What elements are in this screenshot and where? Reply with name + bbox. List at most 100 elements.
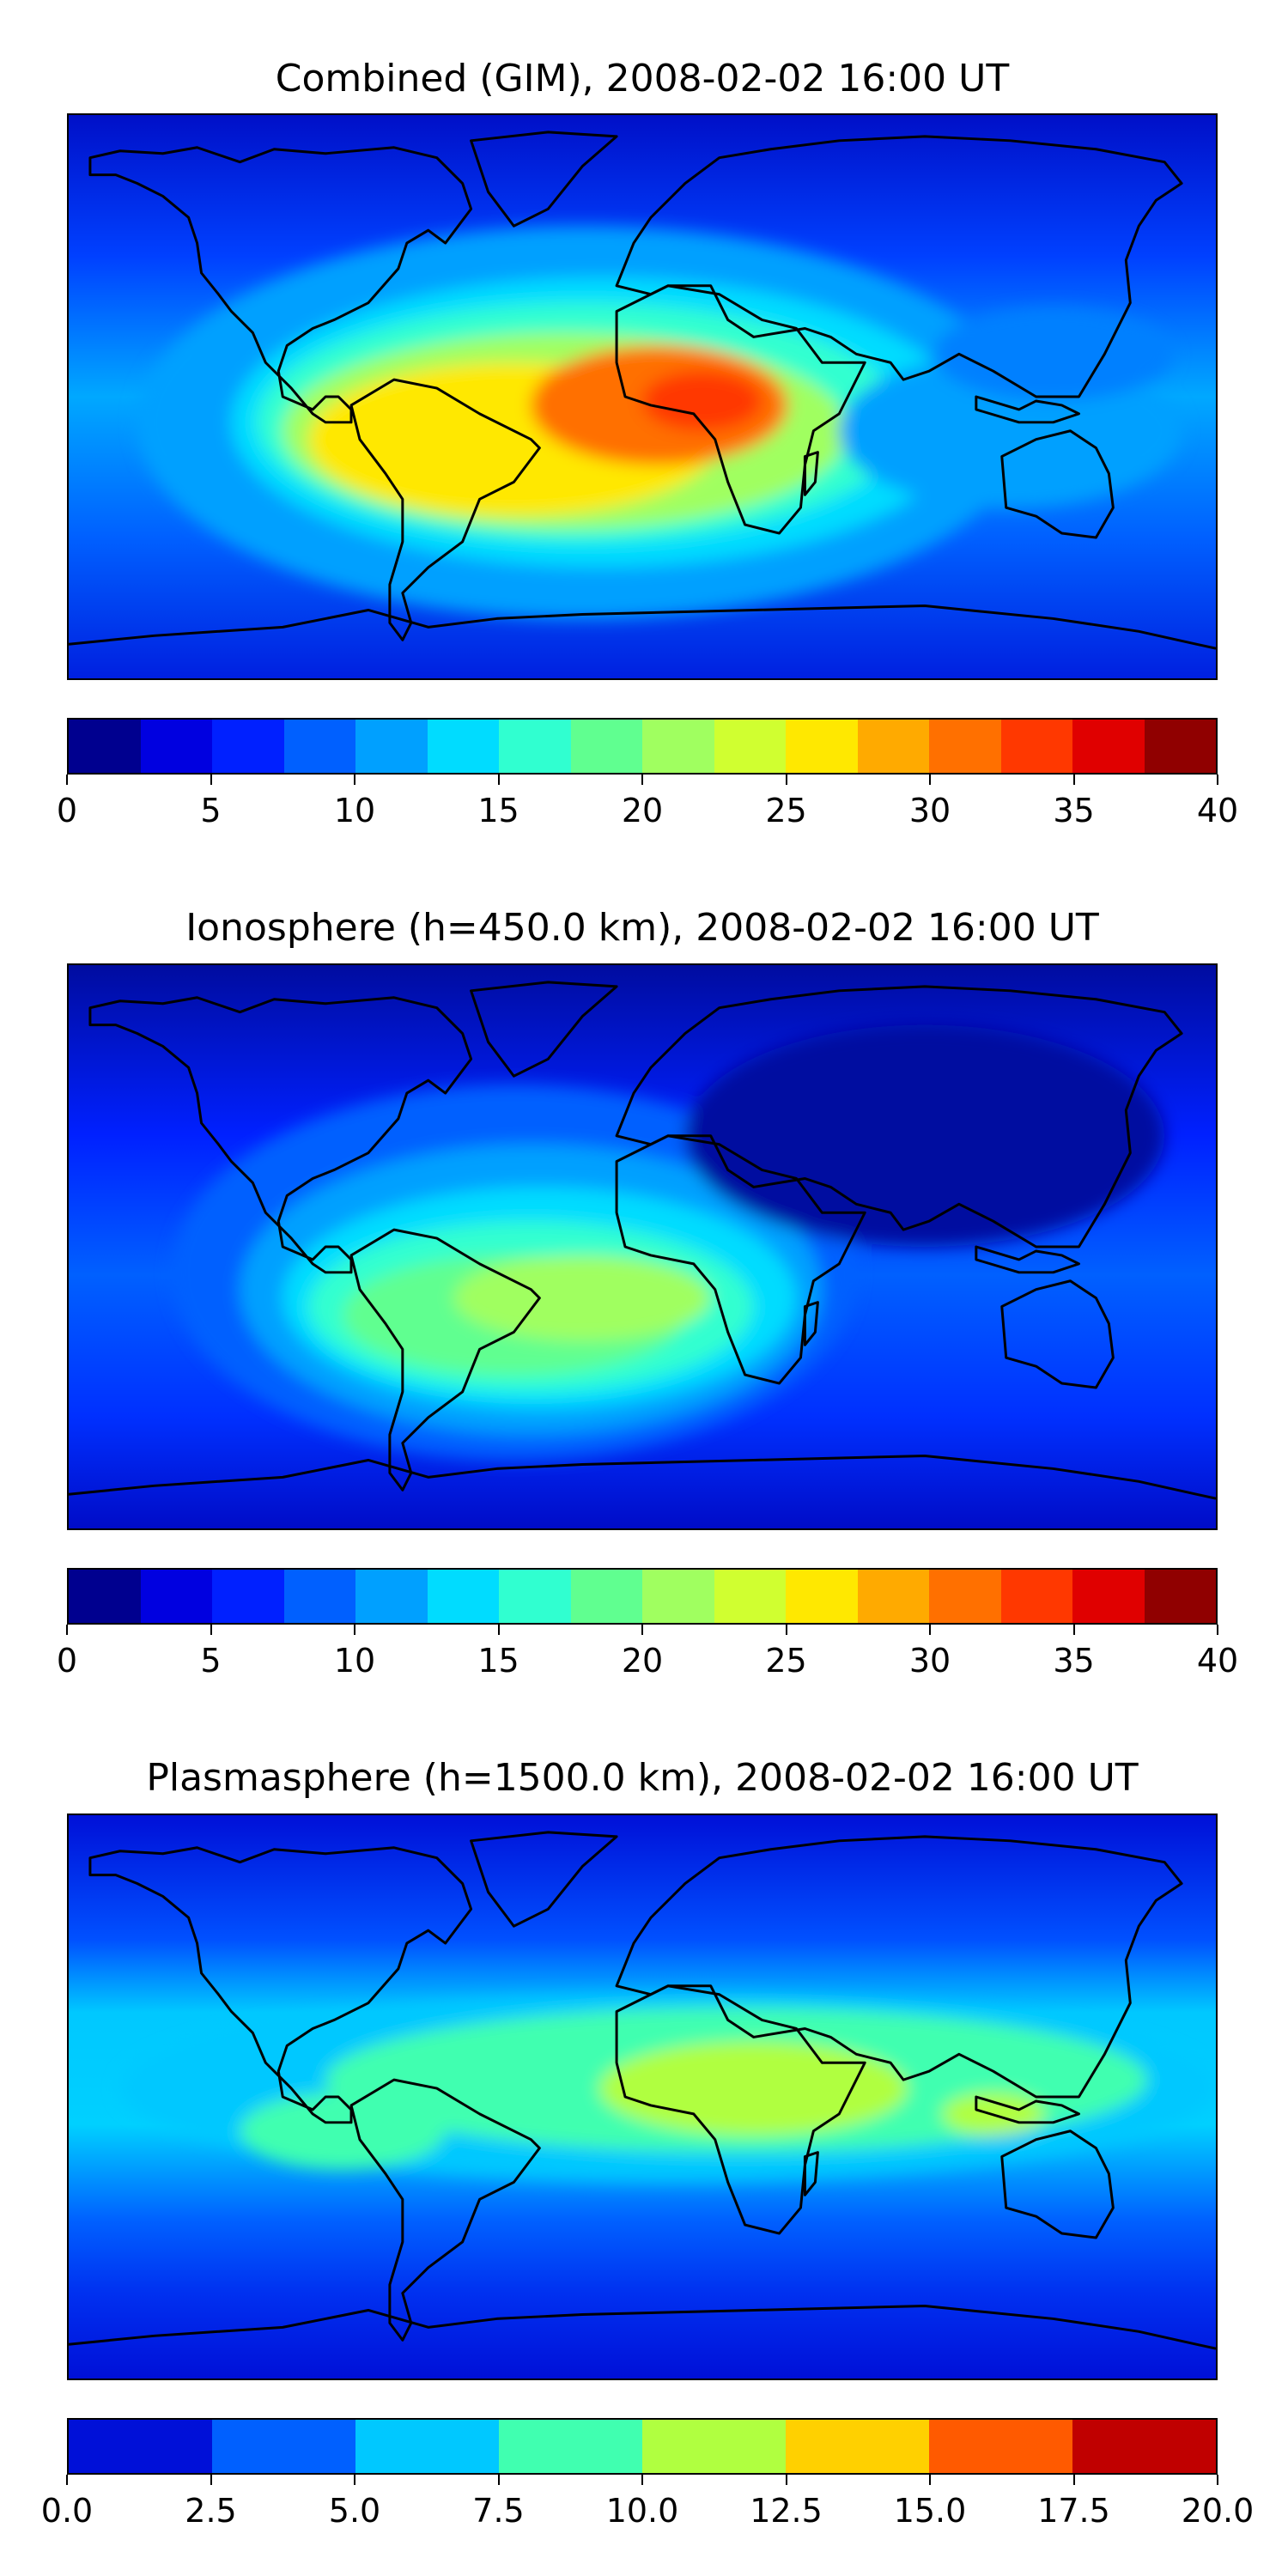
colorbar-tick	[785, 775, 787, 785]
colorbar-tick-label: 20	[621, 792, 664, 829]
colorbar-segment	[642, 1570, 714, 1623]
colorbar-tick-label: 10.0	[605, 2492, 679, 2530]
colorbar-tick	[210, 2475, 212, 2485]
combined-colorbar-ticks: 0 5 10 15 20 25 30 35 40	[57, 775, 1238, 829]
colorbar-tick	[1217, 775, 1218, 785]
colorbar-segment	[1000, 1570, 1072, 1623]
colorbar-segment	[355, 2420, 499, 2473]
plasmasphere-colorbar-ticks: 0.0 2.5 5.0 7.5 10.0 12.5 15.0 17.5 20.0	[41, 2475, 1254, 2530]
colorbar-tick-label: 25	[765, 1642, 807, 1680]
colorbar-segment	[714, 1570, 786, 1623]
colorbar-tick-label: 12.5	[750, 2492, 823, 2530]
colorbar-tick	[641, 775, 643, 785]
colorbar-tick	[929, 2475, 931, 2485]
panel-1-title: Combined (GIM), 2008-02-02 16:00 UT	[275, 57, 1010, 100]
colorbar-tick-label: 7.5	[472, 2492, 525, 2530]
colorbar-segment	[786, 2420, 929, 2473]
colorbar-segment	[570, 1570, 642, 1623]
colorbar-segment	[355, 1570, 428, 1623]
colorbar-segment	[570, 720, 642, 773]
ionosphere-colorbar	[67, 1568, 1218, 1625]
colorbar-tick	[1072, 775, 1075, 785]
colorbar-tick-label: 2.5	[185, 2492, 237, 2530]
colorbar-tick-label: 25	[765, 792, 807, 829]
colorbar-tick-label: 0	[56, 792, 78, 829]
ionosphere-map	[67, 963, 1218, 1530]
colorbar-segment	[69, 2420, 212, 2473]
colorbar-segment	[642, 2420, 786, 2473]
colorbar-tick	[66, 775, 68, 785]
colorbar-tick-label: 15	[477, 1642, 519, 1680]
panel-2-title: Ionosphere (h=450.0 km), 2008-02-02 16:0…	[185, 906, 1099, 950]
colorbar-tick-label: 15	[477, 792, 519, 829]
colorbar-tick	[497, 1625, 500, 1635]
colorbar-segment	[212, 2420, 355, 2473]
colorbar-tick	[497, 775, 500, 785]
colorbar-segment	[786, 1570, 858, 1623]
colorbar-segment	[69, 720, 141, 773]
colorbar-segment	[212, 1570, 284, 1623]
colorbar-tick-label: 30	[908, 792, 951, 829]
colorbar-tick	[641, 2475, 643, 2485]
colorbar-tick	[1217, 1625, 1218, 1635]
colorbar-tick	[641, 1625, 643, 1635]
colorbar-segment	[212, 720, 284, 773]
colorbar-segment	[929, 720, 1001, 773]
colorbar-segment	[1072, 1570, 1145, 1623]
colorbar-tick-label: 40	[1196, 1642, 1239, 1680]
panel-3-title: Plasmasphere (h=1500.0 km), 2008-02-02 1…	[146, 1756, 1139, 1800]
colorbar-tick	[929, 1625, 931, 1635]
colorbar-tick	[785, 2475, 787, 2485]
colorbar-tick-label: 17.5	[1037, 2492, 1110, 2530]
colorbar-segment	[499, 1570, 571, 1623]
colorbar-tick-label: 40	[1196, 792, 1239, 829]
colorbar-tick-label: 10	[333, 792, 376, 829]
colorbar-tick-label: 35	[1053, 792, 1095, 829]
colorbar-segment	[1072, 720, 1145, 773]
colorbar-segment	[283, 1570, 355, 1623]
colorbar-segment	[714, 720, 786, 773]
combined-colorbar	[67, 718, 1218, 775]
colorbar-tick	[66, 1625, 68, 1635]
colorbar-segment	[283, 720, 355, 773]
colorbar-tick-label: 5	[200, 1642, 222, 1680]
colorbar-segment	[786, 720, 858, 773]
ionosphere-colorbar-ticks: 0 5 10 15 20 25 30 35 40	[57, 1625, 1238, 1680]
colorbar-tick	[929, 775, 931, 785]
colorbar-tick	[354, 2475, 355, 2485]
colorbar-segment	[1000, 720, 1072, 773]
colorbar-segment	[857, 720, 929, 773]
colorbar-tick-label: 5.0	[328, 2492, 381, 2530]
colorbar-tick	[1217, 2475, 1218, 2485]
colorbar-tick-label: 20.0	[1181, 2492, 1255, 2530]
combined-gim-map	[67, 113, 1218, 680]
colorbar-tick	[354, 775, 355, 785]
colorbar-segment	[1144, 1570, 1216, 1623]
colorbar-segment	[140, 1570, 212, 1623]
colorbar-tick	[1072, 2475, 1075, 2485]
colorbar-tick	[210, 1625, 212, 1635]
colorbar-tick-label: 0.0	[40, 2492, 94, 2530]
colorbar-segment	[355, 720, 428, 773]
colorbar-segment	[499, 720, 571, 773]
colorbar-segment	[69, 1570, 141, 1623]
colorbar-tick-label: 20	[621, 1642, 664, 1680]
colorbar-tick	[210, 775, 212, 785]
colorbar-segment	[857, 1570, 929, 1623]
colorbar-tick-label: 5	[200, 792, 222, 829]
colorbar-segment	[427, 1570, 499, 1623]
colorbar-segment	[642, 720, 714, 773]
colorbar-segment	[1144, 720, 1216, 773]
plasmasphere-colorbar	[67, 2418, 1218, 2475]
colorbar-segment	[1072, 2420, 1216, 2473]
colorbar-tick	[497, 2475, 500, 2485]
colorbar-tick-label: 0	[56, 1642, 78, 1680]
colorbar-segment	[929, 1570, 1001, 1623]
colorbar-segment	[929, 2420, 1072, 2473]
colorbar-tick	[354, 1625, 355, 1635]
colorbar-segment	[499, 2420, 642, 2473]
colorbar-tick	[66, 2475, 68, 2485]
colorbar-tick-label: 15.0	[893, 2492, 967, 2530]
plasmasphere-map	[67, 1814, 1218, 2380]
colorbar-tick	[785, 1625, 787, 1635]
